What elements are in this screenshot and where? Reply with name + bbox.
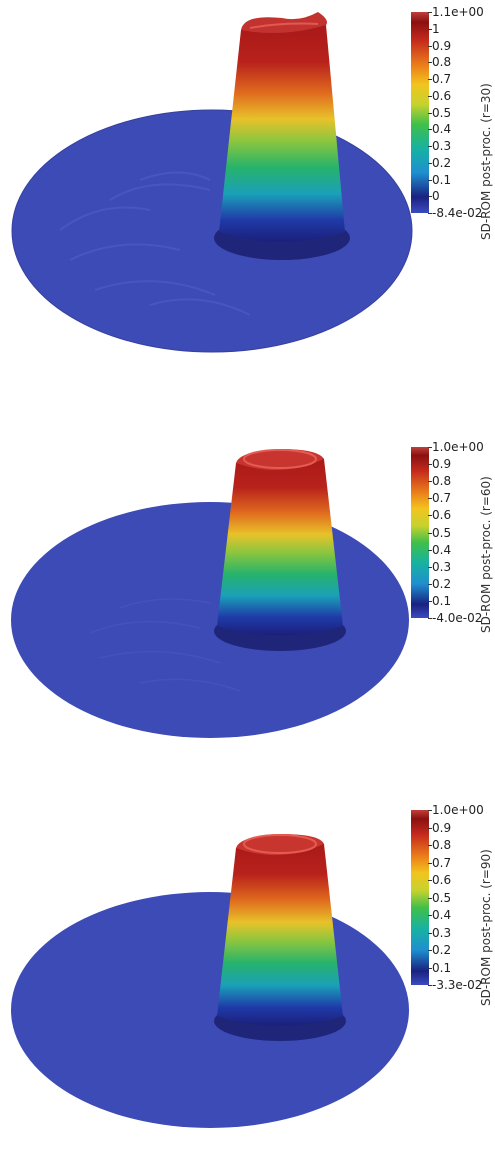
surface-plot-panel-2: 1.0e+00 0.9 0.8 0.7 0.6 0.5 0.4 0.3 0.2 0.1 -4.0e-… [0, 383, 495, 766]
colorbar-tick-mark [428, 600, 432, 602]
colorbar-1 [411, 12, 429, 213]
colorbar-tick-mark [428, 549, 432, 551]
colorbar-tick-label: -8.4e-02 [432, 206, 483, 220]
colorbar-tick-label: 0.4 [432, 908, 452, 922]
colorbar-tick-mark [428, 618, 432, 619]
colorbar-tick-label: 0.9 [432, 820, 452, 835]
colorbar-tick-mark [428, 464, 432, 466]
colorbar-tick-mark [428, 12, 432, 13]
column-body [217, 454, 343, 636]
colorbar-tick-label: 0.8 [432, 55, 452, 70]
colorbar-tick-label: 0.2 [432, 943, 452, 957]
colorbar-tick-mark [428, 79, 432, 80]
colorbar-tick-label: 0.6 [432, 873, 452, 887]
ripple-artifacts [59, 171, 251, 316]
colorbar-tick-label: 0.8 [432, 838, 452, 852]
colorbar-tick-label: 0.1 [432, 172, 452, 187]
colorbar-tick-mark [428, 845, 432, 846]
colorbar-tick-label: 0.8 [432, 474, 452, 489]
colorbar-tick-label: 0.9 [432, 38, 452, 53]
colorbar-label-1: SD-ROM post-proc. (r=30) [479, 83, 493, 240]
colorbar-tick-label: -3.3e-02 [432, 978, 483, 992]
colorbar-tick-mark [428, 566, 432, 568]
disc-surface [12, 110, 412, 352]
surface-plot-1 [11, 12, 413, 353]
column-top [236, 449, 324, 471]
column-body [219, 22, 345, 243]
colorbar-tick-mark [428, 862, 432, 864]
colorbar-tick-mark [428, 28, 432, 30]
colorbar-tick-label: 0.3 [432, 925, 452, 940]
colorbar-label-2: SD-ROM post-proc. (r=60) [479, 476, 493, 633]
colorbar-tick-mark [428, 897, 432, 899]
colorbar-tick-mark [428, 880, 432, 881]
colorbar-tick-label: 0.7 [432, 855, 452, 870]
colorbar-tick-label: 0.6 [432, 508, 452, 523]
disc-surface [11, 892, 409, 1128]
colorbar-tick-mark [428, 498, 432, 500]
colorbar-tick-label: 0.3 [432, 139, 452, 153]
colorbar-tick-label: 1 [432, 21, 440, 36]
colorbar-tick-mark [428, 515, 432, 517]
colorbar-tick-mark [428, 481, 432, 483]
colorbar-tick-label: 0.3 [432, 559, 452, 574]
surface-plot-2 [11, 449, 409, 738]
colorbar-tick-mark [428, 985, 432, 986]
colorbar-tick-label: 1.0e+00 [432, 440, 484, 454]
colorbar-tick-mark [428, 213, 432, 214]
colorbar-tick-label: 0.2 [432, 576, 452, 591]
colorbar-tick-mark [428, 196, 432, 198]
colorbar-tick-label: 0.9 [432, 457, 452, 472]
colorbar-tick-mark [428, 915, 432, 916]
surface-plot-3 [11, 834, 409, 1128]
colorbar-tick-mark [428, 112, 432, 114]
disc-shade [11, 109, 413, 353]
colorbar-tick-mark [428, 95, 432, 97]
colorbar-tick-mark [428, 827, 432, 829]
colorbar-tick-mark [428, 932, 432, 934]
colorbar-tick-label: 0.4 [432, 542, 452, 557]
colorbar-tick-mark [428, 129, 432, 131]
colorbar-tick-label: 0.5 [432, 890, 452, 905]
colorbar-tick-label: 0.1 [432, 593, 452, 608]
colorbar-tick-label: 0.5 [432, 525, 452, 540]
column-body [217, 840, 343, 1026]
colorbar-tick-label: 0.1 [432, 960, 452, 975]
colorbar-tick-mark [428, 583, 432, 585]
colorbar-tick-label: 0 [432, 189, 440, 204]
colorbar-tick-label: 0.2 [432, 155, 452, 170]
colorbar-tick-mark [428, 62, 432, 64]
colorbar-tick-mark [428, 532, 432, 534]
colorbar-3 [411, 810, 429, 985]
colorbar-tick-label: 1.0e+00 [432, 803, 484, 817]
surface-plot-panel-3: 1.0e+00 0.9 0.8 0.7 0.6 0.5 0.4 0.3 0.2 0.1 -3.3e-… [0, 766, 495, 1150]
colorbar-tick-mark [428, 146, 432, 147]
colorbar-tick-mark [428, 45, 432, 47]
colorbar-label-3: SD-ROM post-proc. (r=90) [479, 849, 493, 1006]
colorbar-2 [411, 447, 429, 618]
disc-surface [11, 502, 409, 738]
colorbar-tick-label: 1.1e+00 [432, 5, 484, 19]
colorbar-tick-label: 0.7 [432, 72, 452, 86]
ripple-artifacts [89, 598, 241, 692]
colorbar-tick-mark [428, 810, 432, 811]
colorbar-tick-mark [428, 447, 432, 448]
colorbar-tick-label: 0.4 [432, 122, 452, 137]
colorbar-tick-label: 0.7 [432, 491, 452, 506]
column-top [241, 12, 327, 34]
colorbar-tick-mark [428, 950, 432, 951]
column-top [236, 834, 324, 856]
colorbar-tick-label: 0.6 [432, 88, 452, 103]
colorbar-tick-mark [428, 179, 432, 181]
colorbar-tick-mark [428, 162, 432, 164]
colorbar-tick-label: -4.0e-02 [432, 611, 483, 625]
surface-plot-panel-1: 1.1e+00 1 0.9 0.8 0.7 0.6 0.5 0.4 0.3 0.2 0.1 0 -8.4… [0, 0, 495, 383]
colorbar-tick-label: 0.5 [432, 105, 452, 120]
colorbar-tick-mark [428, 967, 432, 969]
